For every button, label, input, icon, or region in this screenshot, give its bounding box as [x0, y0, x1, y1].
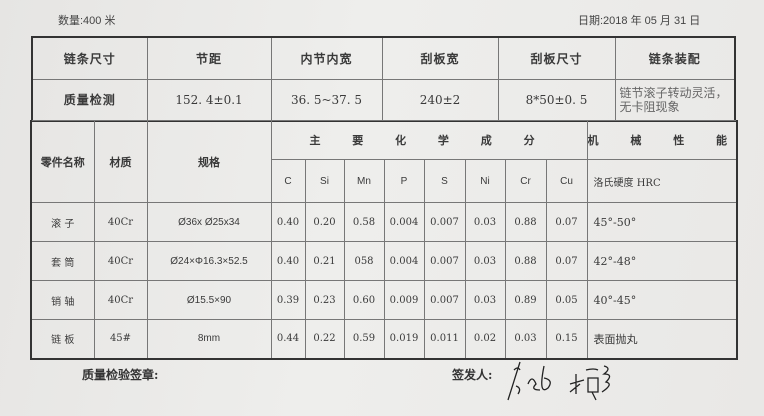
cell: 152. 4±0.1 — [146, 78, 272, 122]
cell: 8*50±0. 5 — [497, 78, 616, 122]
handwritten-signature — [507, 361, 611, 401]
chem-value: 0.07 — [545, 202, 588, 242]
material: 40Cr — [93, 241, 148, 281]
material: 40Cr — [93, 202, 148, 242]
chem-value: 0.004 — [383, 241, 425, 281]
element-header: Si — [304, 159, 345, 203]
mech-value: 40°-45° — [586, 280, 738, 320]
chem-value: 0.009 — [383, 280, 425, 320]
chem-value: 0.007 — [423, 202, 466, 242]
part-name: 套 筒 — [30, 241, 95, 281]
cell: 链节滚子转动灵活，无卡阻现象 — [614, 78, 736, 122]
hardness-header: 洛氏硬度 HRC — [586, 159, 738, 203]
chem-value: 0.89 — [504, 280, 547, 320]
chem-value: 0.59 — [343, 319, 385, 359]
chem-value: 0.03 — [464, 280, 506, 320]
cell: 36. 5~37. 5 — [270, 78, 383, 122]
mech-value: 45°-50° — [586, 202, 738, 242]
part-name: 链 板 — [30, 319, 95, 359]
table-row: 销 轴 40Cr Ø15.5×90 0.39 0.23 0.60 0.009 0.007 0.0… — [30, 280, 738, 320]
cell: 刮板宽 — [381, 36, 499, 80]
chem-value: 0.39 — [270, 280, 306, 320]
chem-value: 0.23 — [304, 280, 345, 320]
chem-value: 0.60 — [343, 280, 385, 320]
element-header: Mn — [343, 159, 385, 203]
cell: 零件名称 — [30, 120, 95, 203]
element-header: Cu — [545, 159, 588, 203]
chem-value: 0.007 — [423, 280, 466, 320]
chem-value: 0.40 — [270, 241, 306, 281]
chem-value: 0.21 — [304, 241, 345, 281]
cell: 刮板尺寸 — [497, 36, 616, 80]
parts-table: 零件名称 材质 规格 主 要 化 学 成 分 机 械 性 能 C Si Mn P S Ni… — [30, 120, 739, 360]
chem-value: 0.03 — [464, 202, 506, 242]
chem-value: 0.05 — [545, 280, 588, 320]
chem-value: 0.58 — [343, 202, 385, 242]
material: 45# — [93, 319, 148, 359]
chem-value: 0.40 — [270, 202, 306, 242]
quantity: 数量:400 米 — [58, 15, 116, 27]
cell: 链条装配 — [614, 36, 736, 80]
table-row: 套 筒 40Cr Ø24×Φ16.3×52.5 0.40 0.21 058 0.004 0.0… — [30, 241, 738, 281]
cell: 规格 — [146, 120, 272, 203]
chem-value: 0.03 — [504, 319, 547, 359]
material: 40Cr — [93, 280, 148, 320]
chem-value: 0.007 — [423, 241, 466, 281]
spec: 8mm — [146, 319, 272, 359]
spec: Ø36x Ø25x34 — [146, 202, 272, 242]
cell: 材质 — [93, 120, 148, 203]
mech-value: 42°-48° — [586, 241, 738, 281]
table-row: 质量检测 152. 4±0.1 36. 5~37. 5 240±2 8*50±0… — [31, 78, 736, 122]
chem-value: 0.011 — [423, 319, 466, 359]
header-row: 零件名称 材质 规格 主 要 化 学 成 分 机 械 性 能 — [30, 120, 738, 203]
chem-value: 058 — [343, 241, 385, 281]
cell: 机 械 性 能 — [586, 120, 738, 160]
part-name: 滚 子 — [30, 202, 95, 242]
cell: 240±2 — [381, 78, 499, 122]
chem-value: 0.004 — [383, 202, 425, 242]
element-header: Cr — [504, 159, 547, 203]
header-row: 链条尺寸 节距 内节内宽 刮板宽 刮板尺寸 链条装配 — [31, 36, 736, 80]
table-row: 链 板 45# 8mm 0.44 0.22 0.59 0.019 0.011 0.02 0.03 0… — [30, 319, 738, 359]
element-header: C — [270, 159, 306, 203]
chem-value: 0.22 — [304, 319, 345, 359]
spec: Ø15.5×90 — [146, 280, 272, 320]
table-row: 滚 子 40Cr Ø36x Ø25x34 0.40 0.20 0.58 0.004 0.007… — [30, 202, 738, 242]
chem-value: 0.07 — [545, 241, 588, 281]
cell: 主 要 化 学 成 分 — [270, 120, 588, 160]
chem-value: 0.88 — [504, 241, 547, 281]
cell: 链条尺寸 — [31, 36, 148, 80]
chem-value: 0.03 — [464, 241, 506, 281]
chem-value: 0.02 — [464, 319, 506, 359]
chem-value: 0.44 — [270, 319, 306, 359]
mech-value: 表面抛丸 — [586, 319, 738, 359]
stamp-label: 质量检验签章: — [82, 368, 159, 382]
chem-value: 0.15 — [545, 319, 588, 359]
chem-value: 0.20 — [304, 202, 345, 242]
cell: 节距 — [146, 36, 272, 80]
element-header: P — [383, 159, 425, 203]
spec: Ø24×Φ16.3×52.5 — [146, 241, 272, 281]
chem-value: 0.88 — [504, 202, 547, 242]
cell: 内节内宽 — [270, 36, 383, 80]
chain-size-table: 链条尺寸 节距 内节内宽 刮板宽 刮板尺寸 链条装配 质量检测 152. 4±0… — [31, 36, 736, 122]
part-name: 销 轴 — [30, 280, 95, 320]
cell: 质量检测 — [31, 78, 148, 122]
element-header: S — [423, 159, 466, 203]
date: 日期:2018 年 05 月 31 日 — [578, 15, 701, 27]
header-row: C Si Mn P S Ni Cr Cu 洛氏硬度 HRC — [31, 159, 738, 203]
element-header: Ni — [464, 159, 506, 203]
issuer-label: 签发人: — [452, 368, 493, 382]
chem-value: 0.019 — [383, 319, 425, 359]
